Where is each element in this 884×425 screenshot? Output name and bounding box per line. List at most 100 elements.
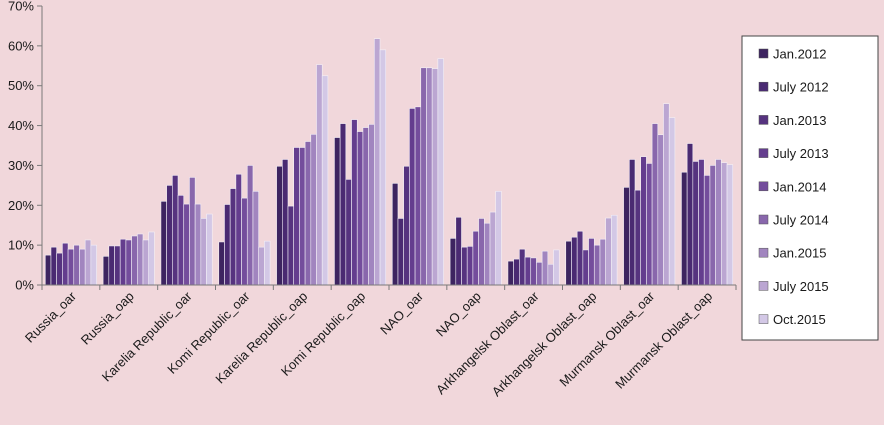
bar [593, 244, 601, 286]
bar [114, 245, 121, 286]
bar [571, 236, 578, 286]
bar [142, 239, 149, 286]
bar [356, 131, 364, 286]
legend-label: Jan.2014 [773, 179, 827, 194]
bar [379, 49, 387, 286]
bar [541, 250, 549, 286]
bar [166, 185, 173, 286]
bar [102, 255, 110, 286]
bar [663, 103, 670, 286]
bar [194, 203, 202, 286]
legend-label: Jan.2013 [773, 113, 827, 128]
legend-swatch [758, 48, 769, 59]
x-tick-label: Arkhangelsk Oblast_oap [489, 289, 600, 400]
bar [84, 239, 92, 286]
bar [692, 161, 699, 286]
bar [495, 191, 502, 286]
x-tick-label: Russia_oap [78, 289, 137, 348]
bar [409, 108, 416, 286]
legend-label: July 2015 [773, 279, 829, 294]
bar [472, 230, 479, 286]
legend-swatch [758, 115, 769, 125]
bar [681, 171, 688, 286]
bar [437, 58, 444, 286]
bar [281, 159, 289, 286]
y-tick-label: 0% [15, 278, 34, 293]
bar [189, 177, 196, 286]
bar [56, 252, 63, 286]
legend-label: Oct.2015 [773, 312, 826, 327]
legend: Jan.2012 July 2012 Jan.2013 July 2013 Jan.20… [741, 35, 879, 341]
legend-swatch [758, 314, 769, 324]
bar [67, 248, 75, 286]
bar [513, 258, 520, 286]
y-tick-label: 50% [8, 78, 34, 93]
bar [599, 238, 606, 286]
bar [108, 245, 115, 286]
bar [611, 214, 618, 286]
bar [478, 218, 485, 286]
bar [455, 216, 462, 286]
bar [628, 159, 636, 286]
legend-swatch [758, 148, 769, 158]
bar [235, 173, 242, 286]
bar [582, 249, 589, 286]
legend-label: Jan.2012 [773, 47, 827, 62]
bar [321, 75, 329, 286]
bar [657, 134, 664, 286]
bar [646, 163, 653, 286]
bar [229, 188, 237, 286]
y-axis: 0% 10% 20% 30% 40% 50% 60% 70% [8, 0, 43, 293]
bar [131, 235, 138, 286]
bar [252, 191, 259, 286]
bar [50, 246, 57, 286]
bar [44, 254, 52, 286]
bar [709, 165, 716, 286]
bar [489, 211, 496, 286]
bar [703, 175, 711, 286]
bar [299, 147, 306, 286]
bar [483, 222, 491, 286]
bar [241, 197, 248, 286]
bar [374, 38, 381, 286]
x-tick-label: Arkhangelsk Oblast_oar [433, 288, 542, 397]
bar [426, 67, 433, 286]
bar [177, 195, 185, 286]
bar [368, 124, 375, 286]
bar [172, 175, 179, 286]
bar [137, 233, 144, 286]
bar [449, 238, 457, 286]
bar [726, 164, 734, 286]
bar [547, 263, 554, 286]
bar [293, 147, 300, 286]
bar [218, 241, 225, 286]
legend-label: July 2013 [773, 146, 829, 161]
bar [576, 230, 584, 286]
legend-swatch [758, 214, 769, 225]
bar [524, 256, 532, 286]
bar [125, 239, 132, 286]
bar [224, 204, 231, 286]
bar [258, 246, 265, 286]
bar [536, 261, 543, 286]
bar [623, 187, 630, 286]
bar [634, 189, 641, 286]
bar [414, 106, 422, 286]
bar [466, 246, 474, 286]
x-tick-label: Murmansk Oblast_oar [556, 288, 658, 390]
bar [403, 165, 410, 286]
legend-swatch [758, 247, 769, 258]
legend-swatch [758, 181, 769, 192]
y-tick-label: 20% [8, 198, 34, 213]
x-tick-label: Russia_oar [22, 288, 80, 346]
bar [553, 249, 560, 286]
y-tick-label: 70% [8, 0, 34, 14]
bar [310, 134, 317, 286]
bar [119, 238, 127, 286]
bar [183, 203, 190, 286]
legend-label: Jan.2015 [773, 246, 827, 261]
bar [519, 248, 526, 286]
bar [668, 117, 676, 286]
y-tick-label: 30% [8, 158, 34, 173]
